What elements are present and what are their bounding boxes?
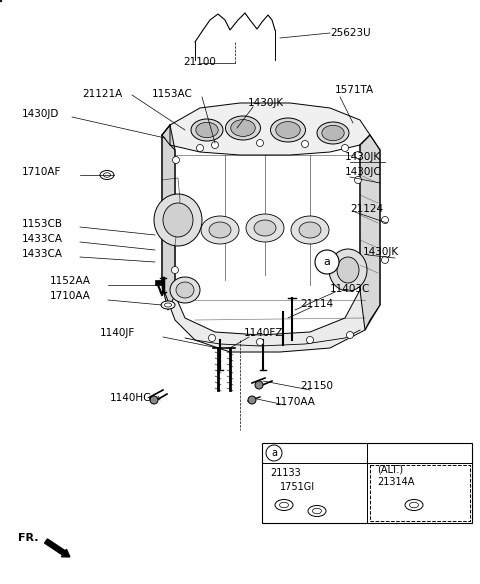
Text: 21150: 21150 — [300, 381, 333, 391]
Ellipse shape — [271, 118, 305, 142]
Circle shape — [256, 140, 264, 147]
Ellipse shape — [196, 122, 218, 138]
Text: 1571TA: 1571TA — [335, 85, 374, 95]
Ellipse shape — [275, 499, 293, 510]
Ellipse shape — [329, 249, 367, 291]
Polygon shape — [360, 135, 380, 330]
Ellipse shape — [176, 282, 194, 298]
Circle shape — [255, 381, 263, 389]
Circle shape — [196, 144, 204, 151]
Ellipse shape — [100, 171, 114, 179]
Ellipse shape — [154, 194, 202, 246]
Text: 21114: 21114 — [300, 299, 333, 309]
Ellipse shape — [317, 122, 349, 144]
Text: 1153CB: 1153CB — [22, 219, 63, 229]
Ellipse shape — [209, 222, 231, 238]
Circle shape — [341, 144, 348, 151]
Text: 1751GI: 1751GI — [280, 482, 315, 492]
Text: 21124: 21124 — [350, 204, 383, 214]
Text: 1433CA: 1433CA — [22, 249, 63, 259]
Ellipse shape — [322, 126, 344, 141]
Ellipse shape — [104, 173, 110, 178]
Text: 21133: 21133 — [270, 468, 301, 478]
Circle shape — [301, 141, 309, 148]
Ellipse shape — [201, 216, 239, 244]
Circle shape — [355, 151, 361, 158]
Circle shape — [315, 250, 339, 274]
Ellipse shape — [299, 222, 321, 238]
Text: a: a — [324, 257, 330, 267]
Text: 1430JD: 1430JD — [22, 109, 60, 119]
Ellipse shape — [312, 508, 322, 514]
Ellipse shape — [308, 506, 326, 516]
Text: 1140FZ: 1140FZ — [244, 328, 283, 338]
Ellipse shape — [163, 203, 193, 237]
Text: 1140HG: 1140HG — [110, 393, 152, 403]
Ellipse shape — [276, 121, 300, 138]
Text: 1170AA: 1170AA — [275, 397, 316, 407]
Bar — [370, 465, 470, 521]
Ellipse shape — [246, 214, 284, 242]
Circle shape — [150, 396, 158, 404]
Circle shape — [256, 339, 264, 346]
Circle shape — [307, 336, 313, 343]
Text: 1430JC: 1430JC — [345, 167, 382, 177]
Circle shape — [382, 256, 388, 263]
Ellipse shape — [279, 502, 288, 507]
Text: 11403C: 11403C — [330, 284, 371, 294]
Ellipse shape — [170, 277, 200, 303]
Ellipse shape — [337, 257, 359, 283]
Text: 1152AA: 1152AA — [50, 276, 91, 286]
Circle shape — [171, 266, 179, 273]
Bar — [155, 280, 163, 285]
Polygon shape — [162, 103, 370, 155]
Text: 21121A: 21121A — [82, 89, 122, 99]
FancyArrow shape — [45, 539, 70, 557]
Text: 1710AF: 1710AF — [22, 167, 61, 177]
Circle shape — [248, 396, 256, 404]
Ellipse shape — [231, 120, 255, 137]
Text: 21100: 21100 — [183, 57, 216, 67]
Bar — [0, 0, 1, 1]
Ellipse shape — [165, 303, 171, 307]
Text: 1710AA: 1710AA — [50, 291, 91, 301]
Circle shape — [347, 332, 353, 339]
Circle shape — [212, 141, 218, 148]
Ellipse shape — [291, 216, 329, 244]
Text: a: a — [271, 448, 277, 458]
Text: 1140JF: 1140JF — [100, 328, 135, 338]
Polygon shape — [162, 125, 380, 352]
Text: 1430JK: 1430JK — [363, 247, 399, 257]
Ellipse shape — [254, 220, 276, 236]
Text: (ALT.): (ALT.) — [377, 464, 403, 474]
Text: 25623U: 25623U — [330, 28, 371, 38]
Circle shape — [266, 445, 282, 461]
Circle shape — [355, 176, 361, 183]
Polygon shape — [162, 125, 175, 310]
Circle shape — [208, 335, 216, 342]
Circle shape — [382, 217, 388, 224]
Text: FR.: FR. — [18, 533, 38, 543]
Text: 1153AC: 1153AC — [152, 89, 193, 99]
Bar — [262, 443, 472, 523]
Ellipse shape — [191, 119, 223, 141]
Text: 1430JK: 1430JK — [248, 98, 284, 108]
Circle shape — [172, 157, 180, 164]
Ellipse shape — [405, 499, 423, 510]
Ellipse shape — [161, 301, 175, 309]
Ellipse shape — [409, 502, 419, 507]
Text: 21314A: 21314A — [377, 477, 414, 487]
Text: 1430JK: 1430JK — [345, 152, 381, 162]
Ellipse shape — [226, 116, 261, 140]
Text: 1433CA: 1433CA — [22, 234, 63, 244]
